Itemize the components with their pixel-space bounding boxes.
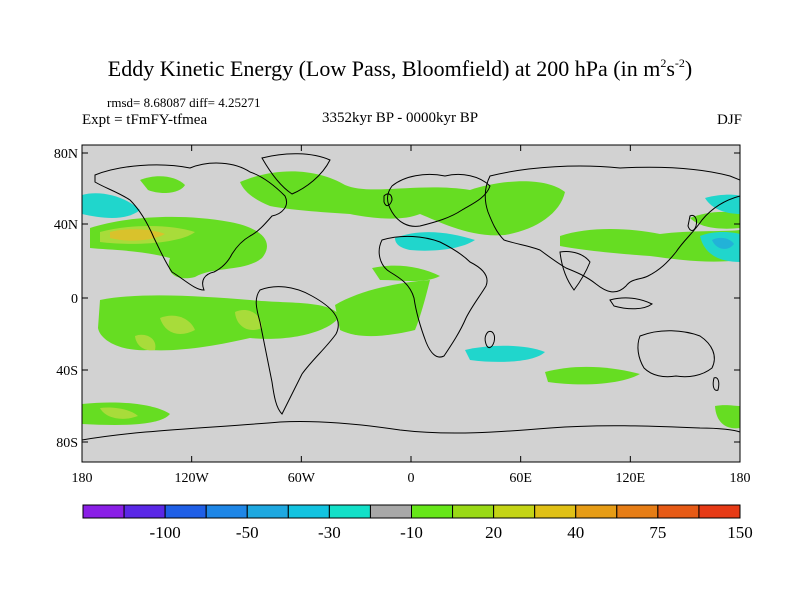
positive-region-south-pacific-east xyxy=(715,405,740,429)
colorbar-swatch xyxy=(575,504,618,519)
colorbar-label: 20 xyxy=(485,523,502,542)
colorbar-swatch xyxy=(164,504,207,519)
colorbar-swatch xyxy=(287,504,330,519)
colorbar-swatch xyxy=(616,504,659,519)
coast-india xyxy=(559,251,591,291)
positive-region-east-asia xyxy=(560,229,740,262)
colorbar-label: 40 xyxy=(567,523,584,542)
colorbar-label: 150 xyxy=(727,523,753,542)
coast-south-america xyxy=(255,286,339,415)
colorbar-swatch xyxy=(534,504,577,519)
positive-region-north-america xyxy=(140,176,185,193)
coast-uk xyxy=(383,193,393,207)
positive-region-south-atlantic xyxy=(335,280,430,337)
y-tick-label: 80S xyxy=(56,436,78,451)
coast-europe xyxy=(387,173,491,227)
coast-australia xyxy=(637,330,715,378)
colorbar xyxy=(82,504,741,519)
colorbar-labels: -100 -50 -30 -10 20 40 75 150 xyxy=(150,523,753,542)
coast-new-zealand xyxy=(712,377,720,391)
y-tick-label: 0 xyxy=(71,292,78,307)
colorbar-swatch xyxy=(493,504,536,519)
positive-mid-tropical-pacific-2 xyxy=(235,309,262,331)
positive-region-japan xyxy=(690,211,740,229)
time-period-label: 3352kyr BP - 0000kyr BP xyxy=(322,110,479,126)
x-tick-label: 0 xyxy=(408,471,415,486)
colorbar-swatch xyxy=(328,504,371,519)
rmsd-diff-stats: rmsd= 8.68087 diff= 4.25271 xyxy=(107,95,261,110)
colorbar-swatch xyxy=(369,504,412,519)
colorbar-swatch xyxy=(411,504,454,519)
colorbar-swatch xyxy=(123,504,166,519)
y-tick-label: 40S xyxy=(56,364,78,379)
colorbar-label: -50 xyxy=(236,523,259,542)
coast-madagascar xyxy=(484,331,495,349)
y-tick-label: 80N xyxy=(54,147,78,162)
chart-title: Eddy Kinetic Energy (Low Pass, Bloomfiel… xyxy=(107,56,693,81)
x-tick-label: 120E xyxy=(616,471,646,486)
colorbar-swatch xyxy=(82,504,125,519)
colorbar-label: -30 xyxy=(318,523,341,542)
positive-region-south-indian xyxy=(545,366,640,385)
colorbar-label: -100 xyxy=(150,523,181,542)
colorbar-swatch xyxy=(205,504,248,519)
colorbar-swatch xyxy=(246,504,289,519)
x-tick-label: 60W xyxy=(288,471,316,486)
x-axis-labels: 180 120W 60W 0 60E 120E 180 xyxy=(72,471,751,486)
positive-region-north-atlantic xyxy=(240,171,565,236)
positive-mid-tropical-pacific-3 xyxy=(135,334,156,351)
colorbar-swatch xyxy=(698,504,741,519)
coast-japan xyxy=(687,215,697,231)
negative-region-north-pacific-east xyxy=(705,194,740,214)
y-tick-label: 40N xyxy=(54,218,78,233)
season-label: DJF xyxy=(716,112,742,128)
coast-africa xyxy=(378,235,488,358)
positive-region-tropical-pacific xyxy=(98,295,340,351)
colorbar-swatch xyxy=(452,504,495,519)
negative-region-south-indian xyxy=(465,345,545,362)
coastlines xyxy=(82,153,740,441)
x-tick-label: 180 xyxy=(72,471,93,486)
coast-greenland xyxy=(261,153,331,195)
positive-mid-tropical-pacific-1 xyxy=(160,315,195,334)
negative-mid-north-pacific xyxy=(712,237,734,249)
x-tick-label: 120W xyxy=(175,471,210,486)
experiment-label: Expt = tFmFY-tfmea xyxy=(82,112,208,128)
coast-indonesia xyxy=(609,297,653,310)
anomaly-field xyxy=(82,153,740,441)
positive-region-africa xyxy=(372,265,440,281)
colorbar-swatch xyxy=(657,504,700,519)
positive-mid-southern-ocean xyxy=(100,407,138,419)
negative-region-northeast-pacific xyxy=(82,193,140,218)
y-axis-labels: 80N 40N 0 40S 80S xyxy=(54,147,78,451)
coast-antarctica xyxy=(82,420,740,441)
x-tick-label: 180 xyxy=(730,471,751,486)
coast-asia xyxy=(484,165,740,293)
colorbar-label: 75 xyxy=(649,523,666,542)
axis-ticks xyxy=(81,145,741,462)
colorbar-label: -10 xyxy=(400,523,423,542)
coast-north-america xyxy=(94,162,287,291)
x-tick-label: 60E xyxy=(509,471,532,486)
